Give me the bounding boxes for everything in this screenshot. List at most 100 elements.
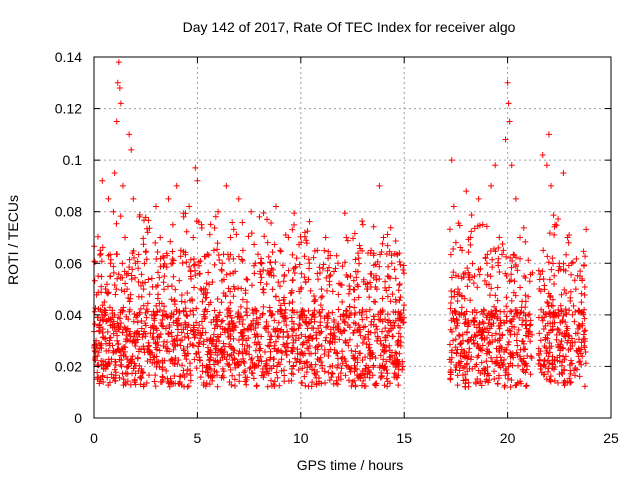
data-point [557,347,564,354]
data-point [382,325,389,332]
data-point [126,308,133,315]
data-point [507,254,514,261]
data-point [456,222,463,229]
data-point [388,260,395,267]
data-point [366,306,373,313]
data-point [165,331,172,338]
data-point [306,343,313,350]
data-point [214,323,221,330]
data-point [266,304,273,311]
data-point [489,264,496,271]
data-point [280,296,287,303]
data-point [383,287,390,294]
data-point [452,325,459,332]
data-point [278,310,285,317]
data-point [170,257,177,264]
data-point [238,256,245,263]
data-point [205,372,212,379]
data-point [452,239,459,246]
data-point [117,361,124,368]
data-point [129,266,136,273]
data-point [370,223,377,230]
data-point [384,311,391,318]
data-point [306,333,313,340]
data-point [475,367,482,374]
data-point [166,324,173,331]
data-point [496,268,503,275]
data-point [107,322,114,329]
data-point [387,298,394,305]
data-point [104,328,111,335]
data-point [198,318,205,325]
data-point [483,223,490,230]
data-point [188,296,195,303]
data-point [485,329,492,336]
data-point [339,348,346,355]
data-point [394,342,401,349]
data-point [354,268,361,275]
data-point [99,372,106,379]
data-point [115,326,122,333]
data-point [243,309,250,316]
data-point [296,358,303,365]
data-point [256,341,263,348]
data-point [239,336,246,343]
data-point [522,304,529,311]
data-point [261,371,268,378]
data-point [327,363,334,370]
data-point [102,286,109,293]
data-point [130,247,137,254]
data-point [265,253,272,260]
data-point [215,334,222,341]
data-point [558,338,565,345]
data-point [558,369,565,376]
data-point [246,351,253,358]
data-point [259,365,266,372]
data-point [301,233,308,240]
data-point [153,302,160,309]
data-point [514,309,521,316]
data-point [190,262,197,269]
data-point [212,213,219,220]
data-point [135,293,142,300]
data-point [187,308,194,315]
data-point [380,356,387,363]
data-point [327,252,334,259]
data-point [110,374,117,381]
data-point [565,262,572,269]
data-point [359,357,366,364]
data-point [368,247,375,254]
data-point [159,312,166,319]
data-point [235,195,242,202]
data-point [202,383,209,390]
data-point [271,345,278,352]
data-point [284,328,291,335]
data-point [546,376,553,383]
data-point [257,268,264,275]
data-point [198,224,205,231]
data-point [461,310,468,317]
data-point [206,361,213,368]
data-point [305,345,312,352]
data-point [365,368,372,375]
data-point [166,383,173,390]
data-point [315,374,322,381]
data-point [177,247,184,254]
data-point [362,281,369,288]
data-point [154,269,161,276]
data-point [466,271,473,278]
data-point [349,378,356,385]
data-point [322,337,329,344]
data-point [289,276,296,283]
data-point [511,331,518,338]
data-point [395,287,402,294]
data-point [325,369,332,376]
data-point [562,306,569,313]
data-point [573,366,580,373]
data-point [495,372,502,379]
data-point [560,312,567,319]
data-point [576,346,583,353]
data-point [465,320,472,327]
data-point [460,337,467,344]
data-point [351,304,358,311]
